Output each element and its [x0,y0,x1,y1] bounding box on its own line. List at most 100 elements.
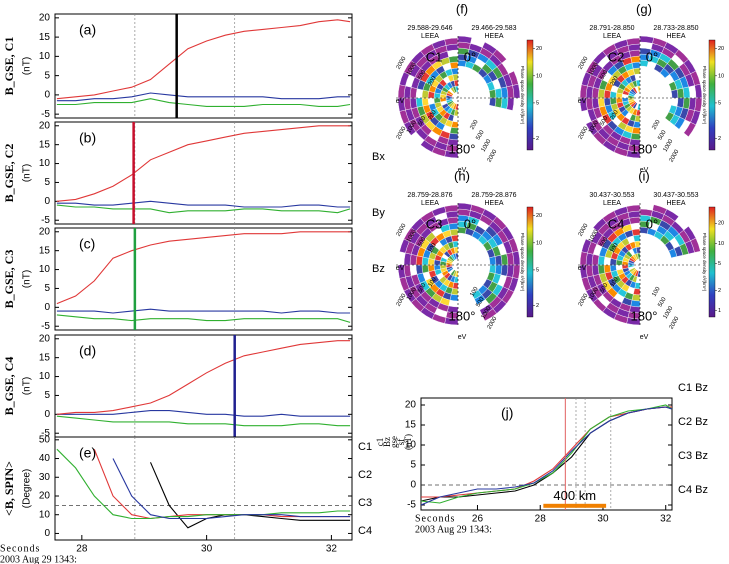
angle-label: 0° [646,49,658,64]
y-tick-label: 0 [44,90,50,101]
pad-cell [415,255,424,266]
energy-tick-label: 100 [428,242,439,254]
plot-frame [54,121,353,225]
legend-label: By [372,207,385,219]
series-line [56,410,351,417]
colorbar-label: Phase space density s³/(km⁶) [702,66,707,125]
pad-cell [609,91,617,99]
y-tick-label: 20 [39,491,51,502]
unit-label: eV [640,334,649,341]
y-axis-label: gse [389,436,399,448]
y-axis-label: <B, SPIN> [2,461,16,516]
legend-label: C1 Bz [678,382,708,394]
series-line [421,406,672,502]
unit-label: eV [640,167,649,174]
y-tick-label: -5 [41,109,50,120]
pad-cell [664,208,679,222]
pad-cell [421,97,430,107]
energy-tick-label: 200 [610,75,621,87]
energy-tick-label: 2000 [487,148,499,163]
detector-name: HEEA [484,33,503,40]
energy-tick-label: 500 [417,69,428,81]
energy-tick-label: 200 [428,109,439,121]
pad-cell [431,206,447,217]
y-tick-label: -5 [41,215,50,226]
colorbar-tick-label: 5 [718,261,721,267]
panel-label: (j) [501,405,513,421]
pad-cell [630,55,641,64]
pad-cell [506,97,515,111]
x-tick-label: 30 [597,514,609,525]
colorbar-tick-label: 1 [718,308,721,314]
y-tick-label: 0 [44,196,50,207]
colorbar-tick-label: 2 [718,288,721,294]
pad-cell [451,67,459,75]
time-range: 28.759-28.876 [471,192,516,199]
y-tick-label: 10 [39,509,51,520]
y-tick-label: 15 [39,139,51,150]
pad-cell [427,264,435,272]
date-label: 2003 Aug 29 1343: [0,554,77,564]
colorbar-tick-label: 10 [718,73,724,79]
pad-cell [585,121,599,136]
pad-cell [494,87,503,99]
colorbar-tick-label: 2 [536,136,539,142]
energy-tick-label: 500 [657,296,668,308]
y-tick-label: 10 [405,440,417,451]
series-line [56,98,351,107]
y-axis-label: B_GSE, C4 [2,357,16,416]
detector-name: LEEA [603,200,621,207]
probe-label: C4 [608,216,625,231]
y-axis-unit: (nT) [22,270,33,288]
y-tick-label: 10 [39,51,51,62]
x-tick-label: 32 [326,544,338,555]
pad-cell [415,97,424,108]
unit-label: eV [458,334,467,341]
legend-label: C2 Bz [678,416,708,428]
x-tick-label: 28 [76,544,88,555]
pad-cell [492,49,507,64]
probe-label: C1 [426,49,443,64]
pad-cell [627,264,635,268]
series-line [56,200,351,208]
angle-label: 180° [631,141,658,156]
unit-label: eV [396,98,405,105]
y-axis-label: Bz [382,437,392,447]
time-range: 29.588-29.646 [407,25,452,32]
pad-cell [597,264,606,275]
panel-label: (h) [454,168,470,183]
detector-name: LEEA [421,200,439,207]
series-line [56,448,351,520]
detector-name: LEEA [603,33,621,40]
pad-cell [639,35,655,44]
series-line [56,340,351,415]
energy-tick-label: 500 [417,236,428,248]
time-range: 30.437-30.553 [589,192,634,199]
energy-tick-label: 200 [428,75,439,87]
y-axis-label: c1 [375,438,385,447]
plot-frame [54,13,353,119]
pad-cell [482,308,497,322]
series-line [56,19,351,100]
energy-tick-label: 100 [610,242,621,254]
pad-cell [597,255,606,266]
energy-tick-label: 500 [599,282,610,294]
time-range: 28.759-28.876 [407,192,452,199]
legend-label: C1 [358,441,372,453]
pad-cell [449,126,459,135]
legend-label: Bx [372,151,385,163]
pad-cell [457,35,473,44]
y-tick-label: 0 [44,409,50,420]
colorbar [708,206,716,318]
pad-cell [474,294,486,305]
series-line [56,92,351,102]
series-line [421,406,672,498]
colorbar-label: Phase space density s³/(km⁶) [520,66,525,125]
series-line [56,125,351,202]
y-tick-label: 0 [44,528,50,539]
energy-tick-label: 500 [657,129,668,141]
panel-label: (e) [79,445,96,461]
pad-cell [449,228,459,237]
y-tick-label: 50 [39,434,51,445]
